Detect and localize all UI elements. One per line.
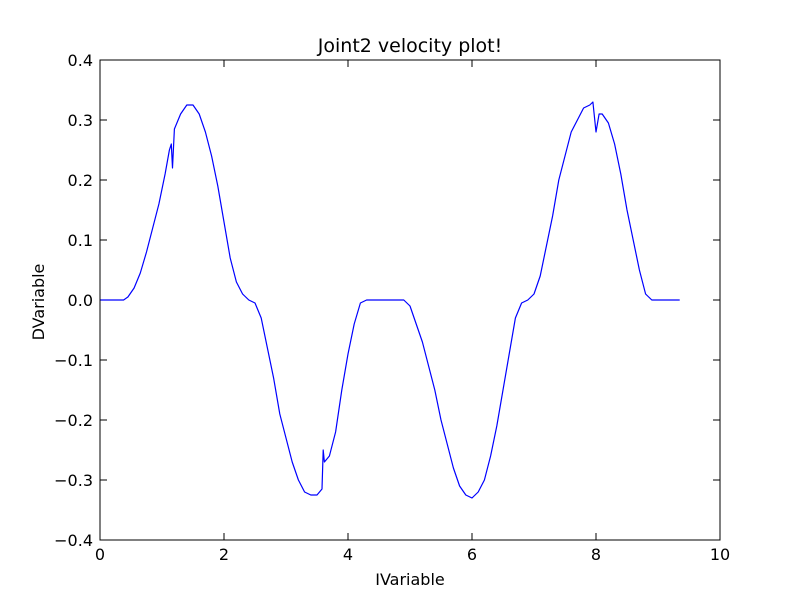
tick-labels: 0 2 4 6 8 10 −0.4 −0.3 −0.2 −0.1 0.0 0.1 0.2 0.3 0.4	[54, 51, 730, 564]
y-tick-label: 0.3	[68, 111, 93, 130]
x-tick-label: 6	[467, 545, 477, 564]
y-tick-label: −0.2	[54, 411, 93, 430]
y-axis-title: DVariable	[29, 264, 48, 341]
y-tick-label: 0.1	[68, 231, 93, 250]
series-layer	[100, 101, 680, 499]
chart-title: Joint2 velocity plot!	[317, 35, 502, 57]
axis-ticks	[99, 59, 721, 541]
y-tick-label: 0.2	[68, 171, 93, 190]
x-axis-title: IVariable	[375, 570, 445, 589]
x-tick-label: 8	[591, 545, 601, 564]
y-tick-label: 0.4	[68, 51, 93, 70]
x-tick-label: 2	[219, 545, 229, 564]
plot-frame	[99, 59, 721, 541]
y-tick-label: −0.4	[54, 531, 93, 550]
y-tick-label: −0.3	[54, 471, 93, 490]
series-line	[100, 101, 680, 499]
x-tick-label: 4	[343, 545, 353, 564]
y-tick-label: 0.0	[68, 291, 93, 310]
x-tick-label: 0	[95, 545, 105, 564]
x-tick-label: 10	[710, 545, 730, 564]
y-tick-label: −0.1	[54, 351, 93, 370]
